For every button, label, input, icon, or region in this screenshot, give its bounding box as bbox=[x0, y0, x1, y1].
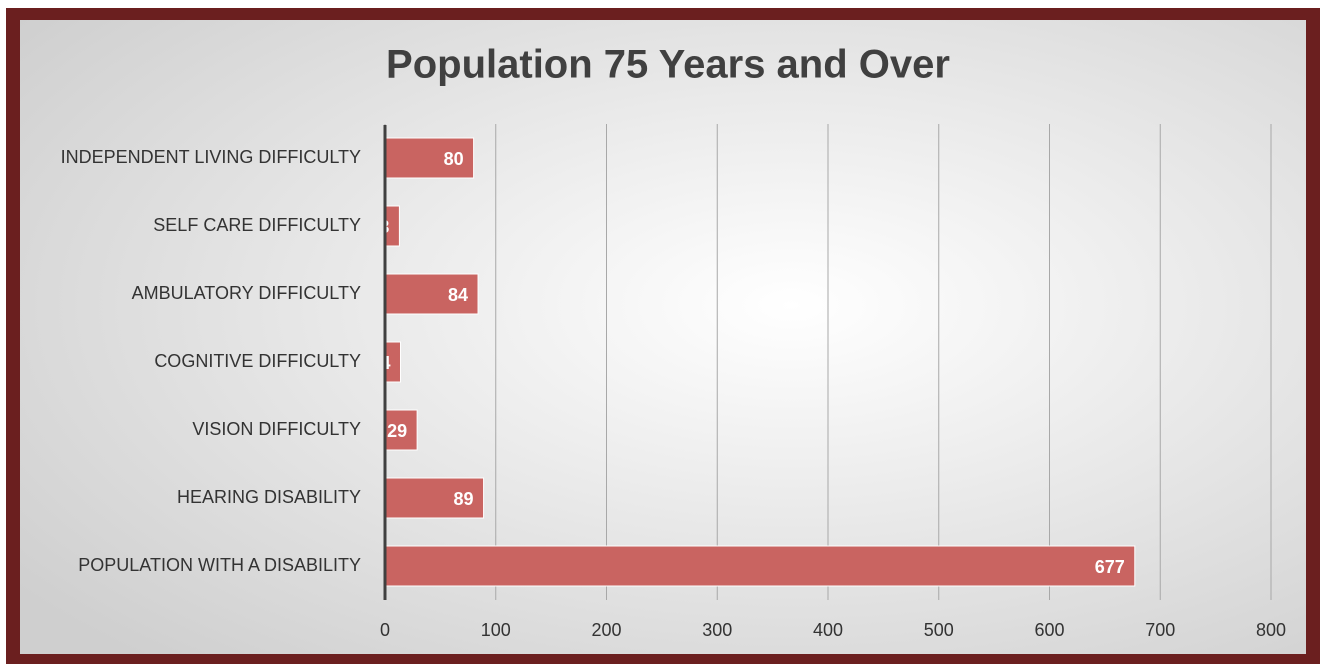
bar bbox=[384, 409, 418, 451]
x-tick-label: 100 bbox=[481, 620, 511, 640]
bar bbox=[384, 273, 479, 315]
y-tick-label: AMBULATORY DIFFICULTY bbox=[132, 283, 361, 303]
y-tick-label: VISION DIFFICULTY bbox=[192, 419, 361, 439]
bar bbox=[384, 477, 485, 519]
y-tick-label: SELF CARE DIFFICULTY bbox=[153, 215, 361, 235]
x-tick-label: 0 bbox=[380, 620, 390, 640]
x-tick-label: 400 bbox=[813, 620, 843, 640]
x-tick-label: 700 bbox=[1145, 620, 1175, 640]
value-label: 84 bbox=[448, 285, 468, 305]
y-tick-label: COGNITIVE DIFFICULTY bbox=[154, 351, 361, 371]
x-tick-label: 600 bbox=[1034, 620, 1064, 640]
x-tick-label: 300 bbox=[702, 620, 732, 640]
y-tick-label: INDEPENDENT LIVING DIFFICULTY bbox=[61, 147, 361, 167]
y-tick-label: HEARING DISABILITY bbox=[177, 487, 361, 507]
value-label: 80 bbox=[444, 149, 464, 169]
x-tick-label: 200 bbox=[591, 620, 621, 640]
value-label: 13 bbox=[369, 217, 389, 237]
x-tick-label: 500 bbox=[924, 620, 954, 640]
y-tick-label: POPULATION WITH A DISABILITY bbox=[78, 555, 361, 575]
value-label: 14 bbox=[370, 353, 390, 373]
x-tick-label: 800 bbox=[1256, 620, 1286, 640]
value-label: 677 bbox=[1095, 557, 1125, 577]
value-labels: 80 13 84 14 29 89 677 bbox=[369, 149, 1125, 577]
bar bbox=[384, 545, 1136, 587]
chart-title: Population 75 Years and Over bbox=[386, 43, 950, 87]
bars bbox=[384, 137, 1136, 587]
value-label: 29 bbox=[387, 421, 407, 441]
value-label: 89 bbox=[454, 489, 474, 509]
axes: 0 100 200 300 400 500 600 700 800 INDEPENDENT LIV… bbox=[61, 147, 1286, 640]
grid bbox=[384, 124, 1272, 600]
